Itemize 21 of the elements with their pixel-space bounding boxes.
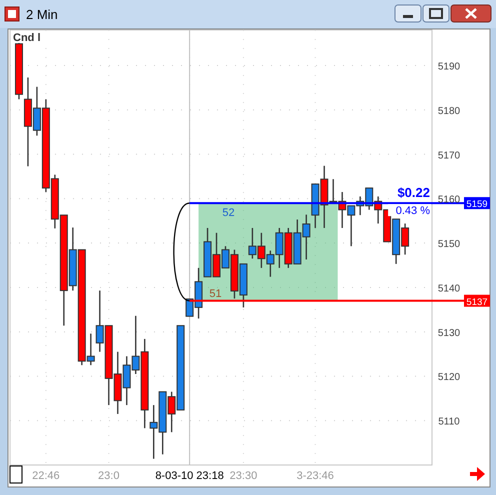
x-tick-label: 23:30 (230, 470, 258, 482)
y-tick-label: 5180 (438, 106, 461, 117)
x-tick-label: 23:0 (98, 470, 120, 482)
annotation: 51 (209, 288, 222, 300)
annotation: Cnd l (13, 32, 40, 44)
annotation: $0.22 (397, 185, 430, 200)
y-tick-label: 5140 (438, 283, 461, 294)
annotation: 52 (222, 207, 235, 220)
y-tick-label: 5120 (438, 372, 461, 384)
y-tick-label: 5170 (438, 150, 461, 162)
y-tick-label: 5190 (438, 62, 461, 73)
y-tick-label: 5150 (438, 239, 461, 250)
x-tick-label: 8-03-10 23:18 (155, 470, 224, 482)
y-tick-label: 5130 (438, 328, 461, 339)
x-tick-label: 22:46 (32, 470, 60, 482)
annotation: 0.43 % (396, 205, 430, 218)
x-tick-label: 3-23:46 (296, 470, 334, 482)
y-tick-label: 5110 (438, 416, 460, 428)
chart-title: 2 Min (26, 7, 58, 22)
ref-line-label: 5137 (466, 296, 488, 308)
ref-line-label: 5159 (466, 199, 488, 210)
